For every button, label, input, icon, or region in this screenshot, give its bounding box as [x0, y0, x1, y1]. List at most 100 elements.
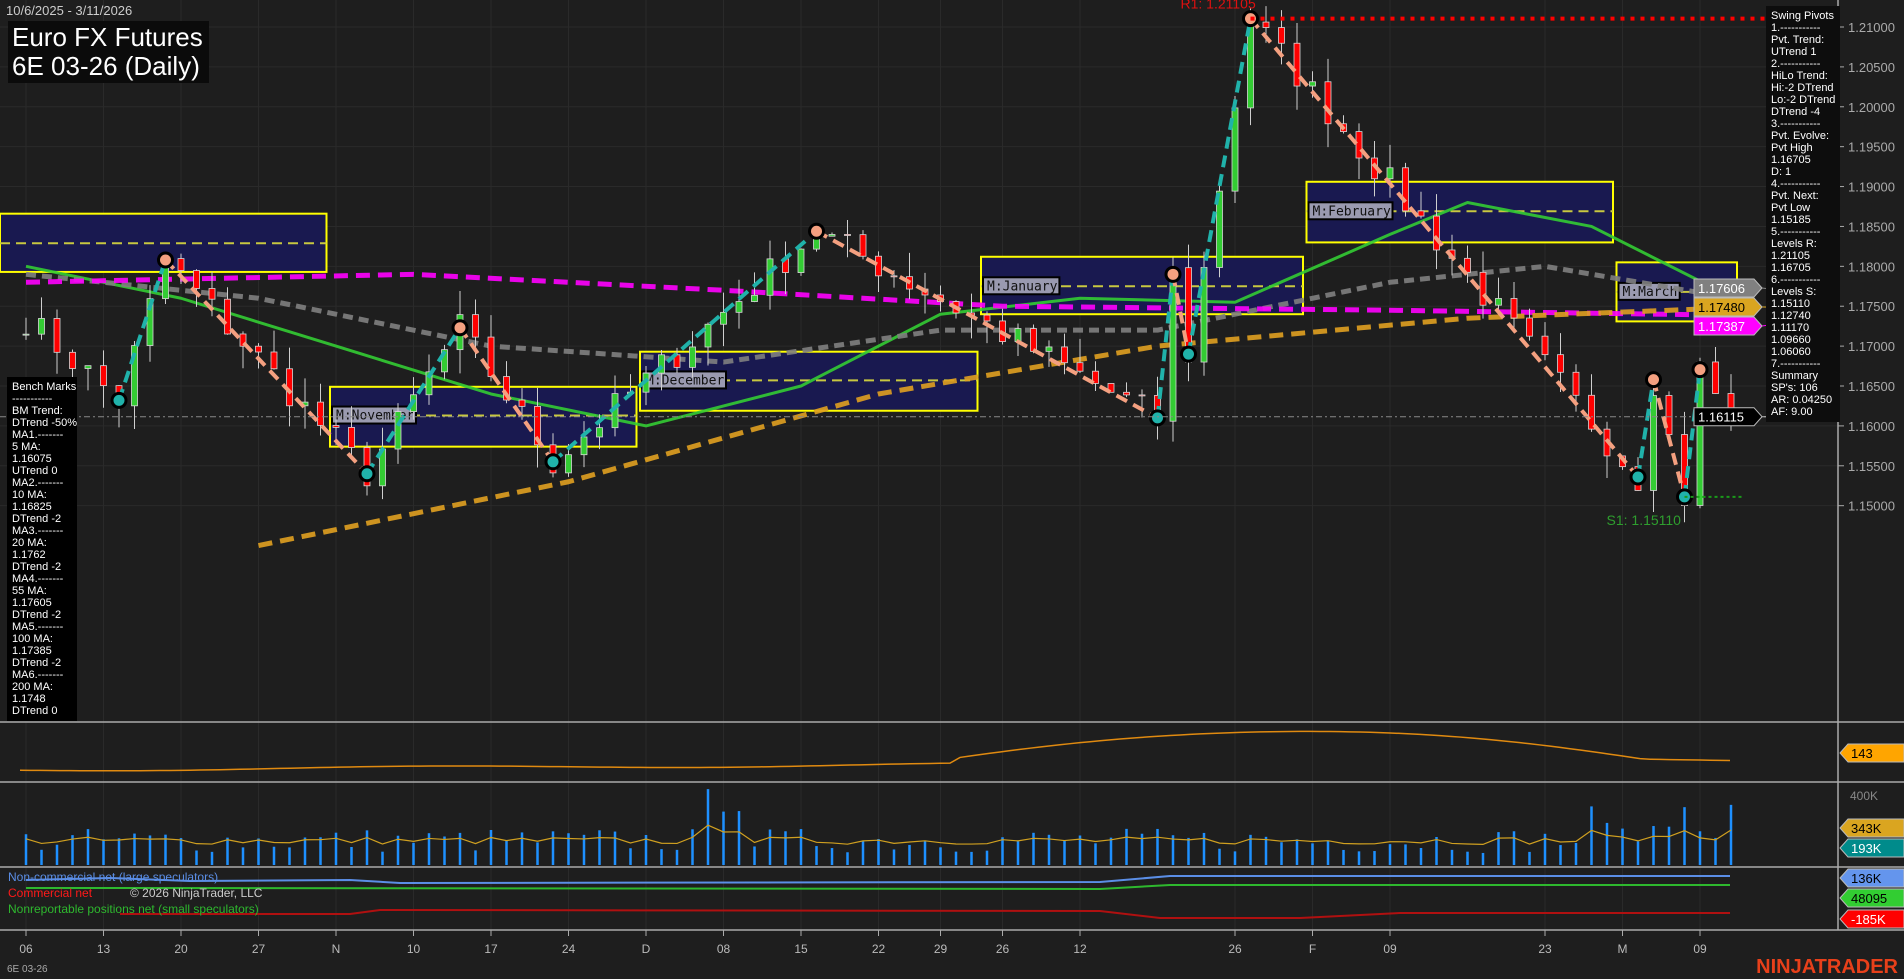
axis-price-marker: [1839, 868, 1904, 888]
axis-price-marker-label: 1.17387: [1698, 319, 1745, 334]
legend-noncommercial: Non-commercial net (large speculators): [8, 870, 219, 884]
x-tick-label: 22: [872, 942, 886, 956]
axis-price-marker-label: -185K: [1851, 912, 1886, 927]
y-tick-label: 1.17500: [1848, 299, 1895, 314]
axis-price-marker-label: 136K: [1851, 871, 1882, 886]
candle-body: [487, 336, 495, 377]
candle-body: [1045, 346, 1053, 352]
candle-body: [1650, 395, 1657, 491]
swing-high-marker: [808, 222, 825, 240]
panel-line: 1.09660: [1771, 334, 1811, 346]
y-tick-label: 1.20500: [1848, 60, 1895, 75]
candle-body: [1665, 395, 1673, 435]
monthly-label-box: [641, 370, 727, 390]
panel-line: 5.-----------: [1771, 226, 1821, 238]
axis-price-marker: [1839, 838, 1904, 858]
panel-line: 1.16075: [12, 453, 52, 465]
candle-body: [53, 318, 61, 353]
candle-body: [69, 351, 76, 369]
candle-body: [193, 270, 200, 289]
candle-body: [1495, 298, 1502, 306]
swing-high-marker: [157, 251, 174, 269]
panel-line: D: 1: [1771, 166, 1792, 178]
volume-average-line: [25, 824, 1732, 845]
symbol-footer: 6E 03-26: [7, 964, 48, 975]
swing-low-marker: [1180, 345, 1197, 363]
panel-line: Levels R:: [1771, 238, 1817, 250]
panel-line: 1.11170: [1771, 322, 1810, 334]
candle-body: [797, 248, 805, 273]
candle-body: [859, 234, 867, 257]
candle-body: [1541, 335, 1549, 356]
y-tick-label: 1.19000: [1848, 180, 1895, 195]
candle-body: [100, 365, 107, 387]
panel-line: 55 MA:: [12, 585, 47, 597]
panel-line: Hi:-2 DTrend: [1771, 82, 1834, 94]
swing-low-marker: [544, 453, 562, 471]
panel-line: 4.-----------: [1771, 178, 1821, 190]
monthly-label-box: [982, 276, 1061, 296]
volume-tick-label: 400K: [1850, 789, 1878, 803]
candle-body: [1712, 361, 1719, 394]
swing-low-marker: [1629, 468, 1647, 486]
candle-body: [1417, 210, 1425, 217]
x-tick-label: D: [642, 942, 651, 956]
candle-body: [1572, 371, 1580, 396]
y-tick-label: 1.21000: [1848, 20, 1895, 35]
panel-line: SP's: 106: [1771, 382, 1818, 394]
panel-line: MA4.-------: [12, 573, 64, 585]
panel-line: Swing Pivots: [1771, 10, 1834, 22]
panel-line: 1.17385: [12, 645, 52, 657]
candle-body: [518, 399, 526, 407]
candle-body: [84, 365, 92, 369]
y-tick-label: 1.16500: [1848, 379, 1895, 394]
y-tick-label: 1.19500: [1848, 140, 1895, 155]
candle-body: [720, 311, 727, 325]
zigzag-leg: [1651, 379, 1687, 498]
panel-line: Pvt. Evolve:: [1771, 130, 1830, 142]
x-tick-label: 27: [252, 942, 266, 956]
y-tick-label: 1.18000: [1848, 259, 1895, 274]
candle-body: [38, 318, 45, 335]
y-tick-label: 1.15000: [1848, 499, 1895, 514]
panel-line: 7.-----------: [1771, 358, 1821, 370]
swing-high-marker: [451, 319, 469, 337]
candle-body: [1076, 362, 1084, 372]
axis-price-marker-label: 48095: [1851, 891, 1887, 906]
swing-high-marker: [1645, 371, 1662, 389]
zigzag-leg: [1636, 379, 1656, 478]
y-tick-label: 1.17000: [1848, 339, 1895, 354]
panel-line: MA6.-------: [12, 669, 64, 681]
support-label: S1: 1.15110: [1607, 512, 1682, 528]
zigzag-leg: [1682, 369, 1702, 498]
axis-price-marker: [1693, 278, 1763, 298]
candle-body: [1262, 21, 1270, 28]
panel-line: Pvt High: [1771, 142, 1813, 154]
candle-body: [1138, 394, 1146, 397]
candle-body: [704, 323, 712, 348]
panel-line: BM Trend:: [12, 405, 63, 417]
copyright: © 2026 NinjaTrader, LLC: [130, 886, 263, 900]
panel-line: 1.1748: [12, 693, 46, 705]
zigzag-leg: [1171, 273, 1191, 355]
candle-body: [317, 401, 324, 426]
axis-price-marker-label: 143: [1851, 746, 1873, 761]
candle-body: [131, 345, 138, 407]
cot-noncommercial-line: [25, 875, 1730, 885]
x-tick-label: 20: [174, 942, 188, 956]
panel-line: 5 MA:: [12, 441, 41, 453]
candle-body: [224, 298, 231, 335]
candle-body: [534, 405, 541, 446]
x-tick-label: 26: [996, 942, 1010, 956]
cot-commercial-line: [120, 908, 1730, 919]
axis-price-marker-label: 343K: [1851, 821, 1882, 836]
candle-body: [1293, 42, 1301, 87]
candle-body: [1526, 317, 1533, 337]
swing-high-marker: [1691, 361, 1709, 379]
axis-price-marker: [1693, 316, 1763, 336]
panel-line: 100 MA:: [12, 633, 53, 645]
panel-line: 1.15110: [1771, 298, 1810, 310]
panel-line: 1.15185: [1771, 214, 1811, 226]
x-tick-label: 13: [97, 942, 111, 956]
